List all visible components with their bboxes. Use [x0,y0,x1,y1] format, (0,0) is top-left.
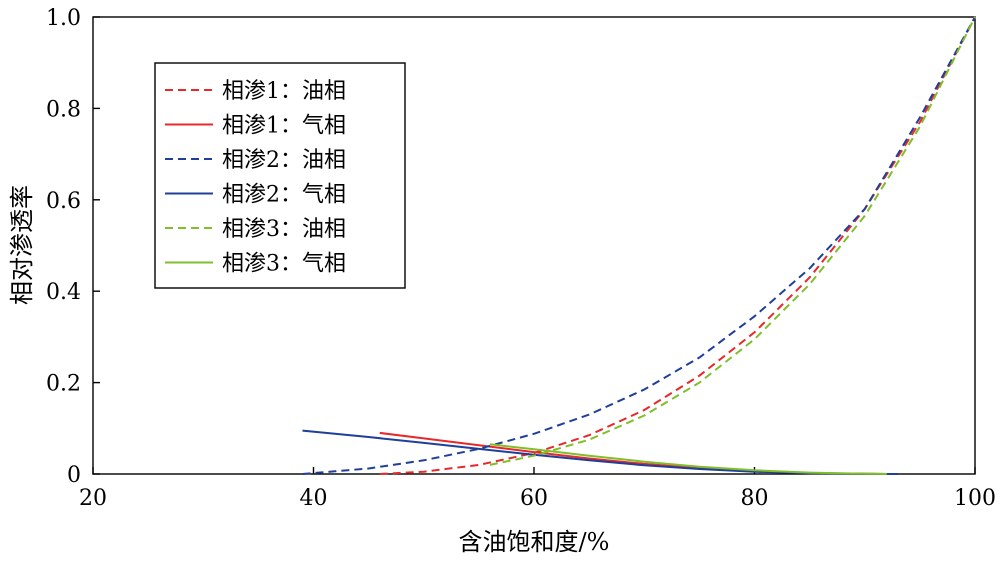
series-line-6 [489,443,887,475]
x-tick-label: 60 [520,486,548,511]
legend-label-4: 相渗2：气相 [222,183,346,208]
series-line-3 [302,16,976,475]
x-tick-label: 80 [741,486,769,511]
series-line-4 [302,429,898,475]
x-tick-label: 40 [300,486,328,511]
axes: 20 40 60 80 100 0 0.2 0.4 0.6 0.8 1.0 [46,6,996,511]
series-lines [302,16,976,475]
legend-label-1: 相渗1：油相 [222,79,346,104]
y-tick-label: 0.6 [46,189,81,214]
x-tick-label: 100 [954,486,996,511]
legend-label-2: 相渗1：气相 [222,114,346,139]
y-tick-label: 1.0 [46,6,81,31]
legend-label-3: 相渗2：油相 [222,148,346,173]
y-tick-label: 0.4 [46,280,81,305]
y-axis-label: 相对渗透率 [8,185,36,305]
legend-label-5: 相渗3：油相 [222,217,346,242]
x-tick-label: 20 [79,486,107,511]
y-tick-label: 0.8 [46,97,81,122]
legend-label-6: 相渗3：气相 [222,252,346,277]
y-tick-label: 0.2 [46,372,81,397]
legend-box [154,62,406,289]
series-line-5 [489,16,976,466]
series-line-2 [379,431,887,475]
x-axis-label: 含油饱和度/% [459,528,610,556]
series-line-1 [379,16,976,475]
y-tick-label: 0 [67,463,81,488]
